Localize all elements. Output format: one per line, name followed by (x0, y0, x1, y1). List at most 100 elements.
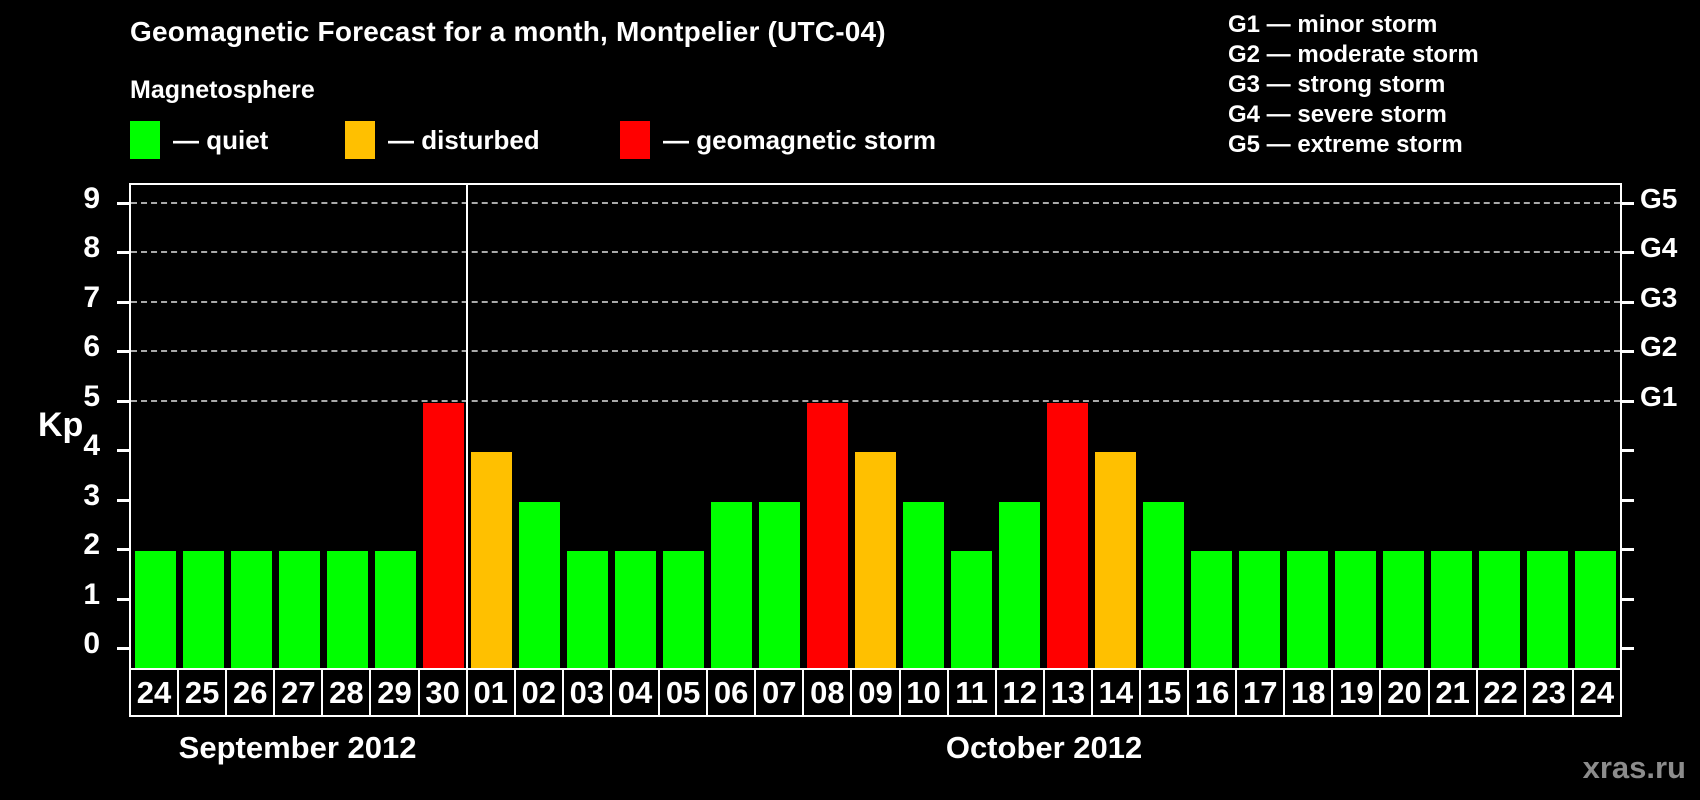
day-axis: 24 25 26 27 28 29 30 01 02 03 04 05 06 07 08 09 10 11 12 13… (129, 668, 1622, 717)
kp-bar (518, 501, 560, 668)
kp-tick-label: 9 (83, 182, 100, 215)
day-label-02: 02 (513, 670, 562, 715)
kp-bar (1383, 551, 1425, 668)
magnetosphere-legend: — quiet — disturbed — geomagnetic storm (0, 120, 1100, 160)
day-slot-03 (563, 185, 611, 668)
g-scale-legend: G1 — minor storm G2 — moderate storm G3 — … (1228, 10, 1479, 160)
day-slot-22 (1476, 185, 1524, 668)
legend-item-storm: — geomagnetic storm (620, 120, 936, 160)
kp-tick-labels: 0 1 2 3 4 5 6 7 8 9 (0, 182, 114, 668)
day-label-19: 19 (1331, 670, 1379, 715)
g-scale-label-g4: G4 (1640, 232, 1678, 264)
kp-bar (374, 551, 416, 668)
kp-tick-right (1622, 449, 1634, 453)
day-label-24: 24 (136, 674, 172, 710)
gridline-kp7 (131, 300, 1620, 303)
day-slot-05 (659, 185, 707, 668)
day-slot-27 (275, 185, 323, 668)
kp-bar (1191, 551, 1233, 668)
day-label-08: 08 (802, 670, 850, 715)
kp-bar (326, 551, 368, 668)
day-label-30: 30 (417, 670, 466, 715)
kp-tick-label: 6 (83, 330, 100, 364)
storm-swatch (620, 121, 650, 159)
kp-tick-label: 7 (83, 280, 100, 314)
kp-bar (1479, 551, 1521, 668)
kp-tick (117, 350, 129, 354)
kp-axis-title: Kp (38, 406, 84, 444)
kp-bar (1095, 452, 1137, 668)
kp-bar (999, 501, 1041, 668)
day-slot-17 (1236, 185, 1284, 668)
kp-tick (117, 251, 129, 255)
day-label-22: 22 (1475, 670, 1524, 715)
kp-bar (278, 551, 320, 668)
day-slot-20 (1380, 185, 1428, 668)
kp-tick-label: 8 (83, 231, 100, 265)
legend-item-quiet: — quiet (130, 120, 268, 160)
gridline-kp8 (131, 251, 1620, 254)
kp-bar (1287, 551, 1329, 668)
day-label-29: 29 (369, 670, 417, 715)
day-slot-02 (515, 185, 563, 668)
gridline-kp6 (131, 350, 1620, 353)
day-slot-29 (371, 185, 419, 668)
legend-label: — quiet (173, 124, 269, 155)
day-slot-09 (851, 185, 899, 668)
kp-bar (710, 501, 752, 668)
day-label-20: 20 (1379, 670, 1427, 715)
kp-tick (117, 399, 129, 403)
day-label-12: 12 (994, 670, 1043, 715)
day-label-24: 24 (1571, 670, 1620, 715)
month-label-october: October 2012 (945, 730, 1143, 765)
legend-label: — disturbed (388, 124, 540, 155)
kp-tick (117, 498, 129, 502)
day-label-14: 14 (1090, 670, 1139, 715)
kp-tick (117, 300, 129, 304)
day-slot-11 (948, 185, 996, 668)
kp-tick-right (1622, 350, 1634, 354)
day-slot-24 (131, 185, 179, 668)
day-label-15: 15 (1138, 670, 1187, 715)
plot-area (117, 183, 1634, 668)
day-label-26: 26 (225, 670, 273, 715)
day-slot-13 (1044, 185, 1092, 668)
kp-tick-label: 1 (83, 577, 100, 611)
xras-watermark: xras.ru (1582, 750, 1686, 785)
day-label-04: 04 (609, 670, 658, 715)
gridline-kp5 (131, 399, 1620, 402)
g-scale-label-g3: G3 (1640, 281, 1678, 313)
legend-item-disturbed: — disturbed (345, 120, 540, 160)
kp-bar (662, 551, 704, 668)
bars-container (131, 185, 1620, 668)
kp-bar (614, 551, 656, 668)
day-slot-06 (707, 185, 755, 668)
kp-tick (117, 449, 129, 453)
kp-tick-right (1622, 548, 1634, 552)
g-legend-line: G4 — severe storm (1228, 101, 1447, 128)
day-label-10: 10 (898, 670, 947, 715)
day-slot-12 (996, 185, 1044, 668)
kp-bar (470, 452, 512, 668)
legend-label: — geomagnetic storm (663, 124, 937, 155)
chart-title: Geomagnetic Forecast for a month, Montpe… (130, 16, 886, 47)
kp-tick-label: 4 (83, 429, 100, 463)
kp-tick-right (1622, 399, 1634, 403)
kp-tick (117, 202, 129, 205)
day-slot-08 (803, 185, 851, 668)
disturbed-swatch (345, 121, 375, 159)
month-label-september: September 2012 (178, 730, 417, 765)
kp-tick-right (1622, 251, 1634, 255)
day-label-23: 23 (1523, 670, 1572, 715)
day-slot-04 (611, 185, 659, 668)
kp-bar (1575, 551, 1617, 668)
kp-bar (806, 402, 848, 668)
day-slot-21 (1428, 185, 1476, 668)
month-separator-line (466, 185, 469, 668)
day-slot-16 (1188, 185, 1236, 668)
g-legend-line: G5 — extreme storm (1228, 131, 1463, 158)
gridline-kp9 (131, 202, 1620, 204)
kp-bar (758, 501, 800, 668)
day-label-09: 09 (850, 670, 898, 715)
